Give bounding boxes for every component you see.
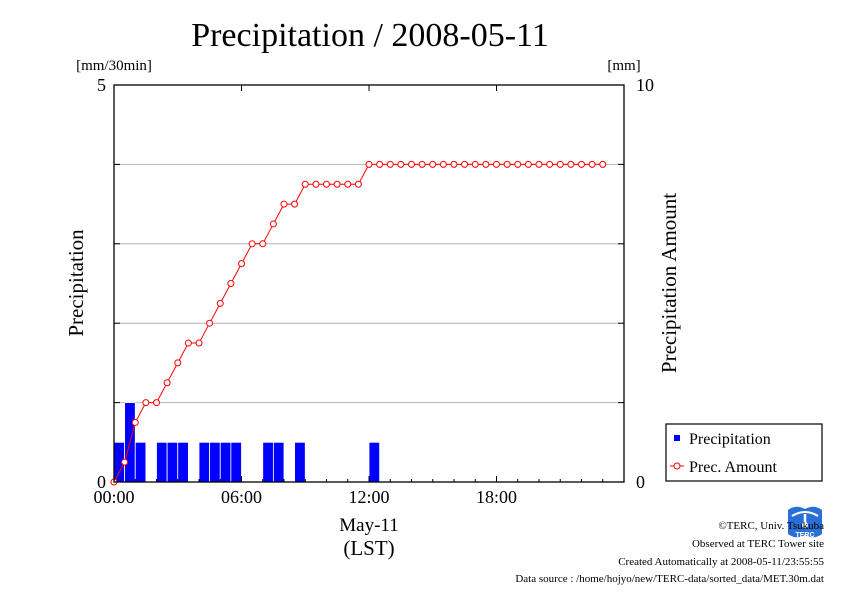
prec-amount-point xyxy=(450,160,458,168)
prec-amount-point xyxy=(418,160,426,168)
prec-amount-point xyxy=(354,180,362,188)
legend-prec-amount-marker xyxy=(673,462,681,470)
prec-amount-point xyxy=(386,160,394,168)
prec-amount-point xyxy=(503,160,511,168)
legend-prec-amount-label: Prec. Amount xyxy=(689,459,778,476)
x-tick-label: 18:00 xyxy=(476,487,517,507)
prec-amount-point xyxy=(206,319,214,327)
footer-copyright: ©TERC, Univ. Tsukuba xyxy=(718,520,824,532)
prec-amount-point xyxy=(482,160,490,168)
prec-amount-point xyxy=(365,160,373,168)
grid-layer xyxy=(114,163,624,404)
x-axis-timezone-label: (LST) xyxy=(343,536,394,560)
prec-amount-point xyxy=(524,160,532,168)
left-y-tick-label: 5 xyxy=(97,75,106,95)
right-y-tick-label: 10 xyxy=(636,75,654,95)
precipitation-bar xyxy=(166,441,179,483)
legend-precipitation-swatch xyxy=(674,435,680,441)
prec-amount-point xyxy=(227,280,235,287)
prec-amount-point xyxy=(461,160,469,168)
prec-amount-point xyxy=(153,399,160,407)
prec-amount-point xyxy=(588,160,596,168)
footer-observed: Observed at TERC Tower site xyxy=(691,538,824,550)
precipitation-bar xyxy=(272,441,285,483)
prec-amount-point xyxy=(493,160,500,168)
legend-precipitation-label: Precipitation xyxy=(689,431,771,448)
prec-amount-point xyxy=(269,220,277,228)
prec-amount-point xyxy=(323,180,330,188)
prec-amount-point xyxy=(471,160,479,168)
prec-amount-point xyxy=(291,200,299,208)
prec-amount-point xyxy=(578,160,585,168)
prec-amount-point xyxy=(556,160,564,168)
precipitation-bar xyxy=(230,441,242,483)
prec-amount-point xyxy=(184,339,192,347)
precipitation-bar xyxy=(198,441,211,483)
prec-amount-point xyxy=(599,160,607,168)
terc-logo: TERC xyxy=(788,506,822,539)
prec-amount-point xyxy=(248,240,256,248)
prec-amount-point xyxy=(238,260,245,268)
precipitation-bar xyxy=(156,441,168,483)
plot-frame xyxy=(113,84,625,483)
right-y-tick-label: 0 xyxy=(636,472,645,492)
prec-amount-point xyxy=(280,200,288,208)
prec-amount-point xyxy=(131,418,139,426)
tick-layer: 00:00 06:00 12:00 18:00 0 5 0 10 xyxy=(93,75,654,507)
precipitation-bar xyxy=(294,441,306,483)
terc-logo-text: TERC xyxy=(795,532,814,539)
precipitation-bar xyxy=(134,441,147,483)
precipitation-bar xyxy=(177,441,189,483)
x-tick-label: 06:00 xyxy=(221,487,262,507)
prec-amount-point xyxy=(567,160,575,168)
prec-amount-point xyxy=(408,160,415,168)
prec-amount-point xyxy=(344,180,352,188)
prec-amount-point xyxy=(312,180,320,188)
footer-source: Data source : /home/hojyo/new/TERC-data/… xyxy=(515,573,824,585)
prec-amount-point xyxy=(439,160,447,168)
prec-amount-point xyxy=(333,180,341,188)
footer-created: Created Automatically at 2008-05-11/23:5… xyxy=(618,556,824,568)
precipitation-bars xyxy=(113,402,381,483)
precipitation-bar xyxy=(262,441,274,483)
prec-amount-point xyxy=(216,299,224,307)
precipitation-bar xyxy=(368,441,381,483)
x-axis-date-label: May-11 xyxy=(339,515,398,536)
prec-amount-point xyxy=(429,160,437,168)
x-tick-label: 00:00 xyxy=(93,487,134,507)
prec-amount-line xyxy=(110,160,607,486)
prec-amount-point xyxy=(259,240,267,248)
right-axis-unit: [mm] xyxy=(607,58,640,74)
prec-amount-point xyxy=(301,180,309,188)
x-tick-label: 12:00 xyxy=(348,487,389,507)
prec-amount-point xyxy=(535,160,543,168)
left-y-tick-label: 0 xyxy=(97,472,106,492)
left-axis-unit: [mm/30min] xyxy=(76,58,152,74)
chart-title: Precipitation / 2008-05-11 xyxy=(191,17,549,54)
left-axis-title: Precipitation xyxy=(64,229,88,337)
right-axis-title: Precipitation Amount xyxy=(657,193,681,373)
prec-amount-point xyxy=(195,339,203,347)
legend: Precipitation Prec. Amount xyxy=(665,423,823,482)
prec-amount-point xyxy=(397,160,405,168)
prec-amount-point xyxy=(174,359,182,367)
prec-amount-point xyxy=(142,399,150,407)
precipitation-bar xyxy=(219,441,232,483)
prec-amount-point xyxy=(121,458,129,466)
precipitation-bar xyxy=(209,441,221,483)
prec-amount-point xyxy=(163,379,171,387)
prec-amount-point xyxy=(376,160,384,168)
prec-amount-point xyxy=(514,160,522,168)
prec-amount-point xyxy=(546,160,554,168)
legend-box xyxy=(665,423,823,482)
